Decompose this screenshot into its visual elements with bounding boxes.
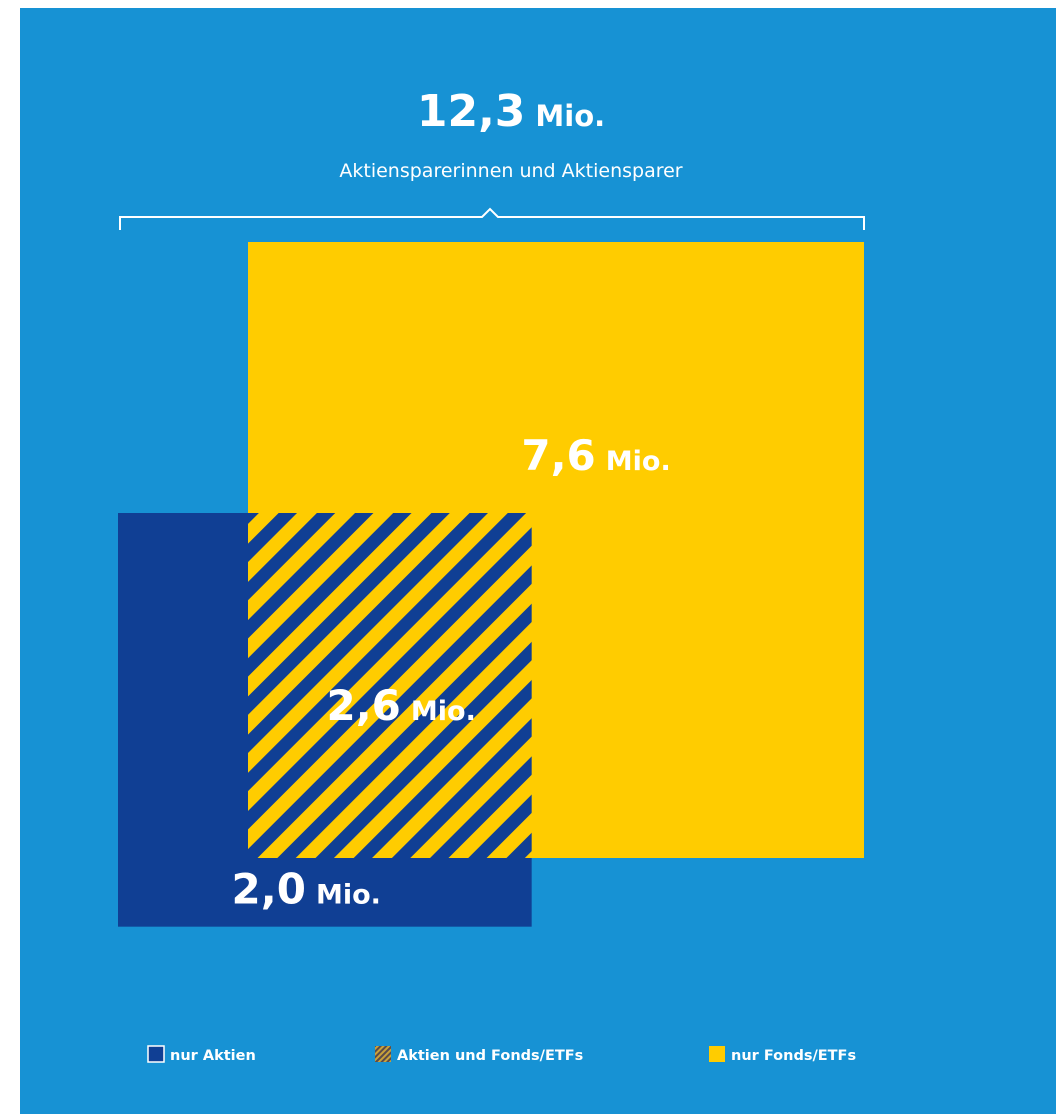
legend-label-nur-fonds: nur Fonds/ETFs <box>731 1048 856 1064</box>
chart-title: 12,3 <box>417 86 526 137</box>
data-label-nur-fonds-number: 7,6 <box>521 431 595 480</box>
legend: nur Aktien Aktien und Fonds/ETFs nur Fon… <box>147 1045 856 1064</box>
legend-swatch-nur-fonds <box>709 1046 725 1062</box>
data-label-nur-aktien: 2,0 Mio. <box>232 864 381 913</box>
data-label-nur-fonds: 7,6 Mio. <box>521 431 670 480</box>
legend-swatch-aktien-und-fonds <box>375 1046 391 1062</box>
legend-swatch-nur-aktien <box>147 1045 165 1063</box>
chart-panel: 12,3 Mio. Aktiensparerinnen und Aktienspa… <box>20 8 1056 1114</box>
data-label-nur-aktien-unit: Mio. <box>316 879 381 910</box>
total-bracket <box>119 207 865 230</box>
data-label-aktien-und-fonds: 2,6 Mio. <box>327 681 476 730</box>
legend-label-aktien-und-fonds: Aktien und Fonds/ETFs <box>397 1048 583 1064</box>
data-label-nur-aktien-number: 2,0 <box>232 864 306 913</box>
data-label-nur-fonds-unit: Mio. <box>606 446 671 477</box>
chart-title-unit: Mio. <box>535 99 605 133</box>
data-label-aktien-und-fonds-unit: Mio. <box>411 696 476 727</box>
chart-title-group: 12,3 Mio. <box>417 86 605 137</box>
legend-label-nur-aktien: nur Aktien <box>170 1048 256 1064</box>
bar-overlap-aktien-und-fonds <box>248 513 532 858</box>
data-label-aktien-und-fonds-number: 2,6 <box>327 681 401 730</box>
chart-subtitle: Aktiensparerinnen und Aktiensparer <box>339 160 682 182</box>
chart-svg: 12,3 Mio. Aktiensparerinnen und Aktienspa… <box>118 86 865 1064</box>
